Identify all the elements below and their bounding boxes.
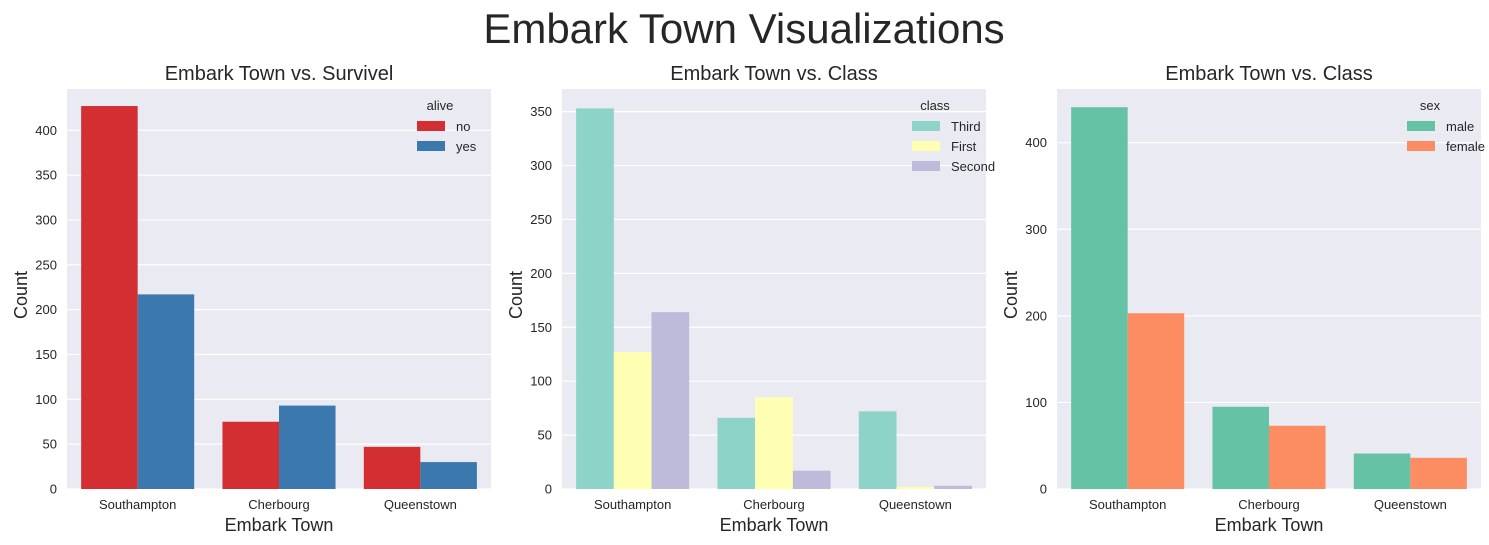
bar-no-cherbourg (222, 421, 279, 489)
y-tick-label: 200 (530, 266, 552, 281)
y-tick-label: 100 (530, 374, 552, 389)
legend-swatch (912, 121, 940, 131)
x-tick-label: Queenstown (879, 497, 952, 512)
x-tick-label: Cherbourg (1238, 497, 1299, 512)
x-tick-label: Queenstown (1374, 497, 1447, 512)
figure-title: Embark Town Visualizations (483, 5, 1004, 52)
y-tick-label: 300 (35, 212, 57, 227)
bar-yes-cherbourg (279, 405, 336, 489)
legend-label: First (951, 139, 977, 154)
y-tick-label: 0 (50, 482, 57, 497)
y-tick-label: 0 (1040, 482, 1047, 497)
y-tick-label: 200 (35, 302, 57, 317)
legend-label: yes (456, 139, 477, 154)
chart-title: Embark Town vs. Class (670, 63, 877, 85)
bar-third-southampton (576, 108, 614, 489)
bar-first-queenstown (896, 486, 935, 489)
x-tick-label: Cherbourg (248, 497, 309, 512)
x-tick-label: Southampton (594, 497, 671, 512)
y-axis-ticks: 0 50 100 150 200 250 300 350 (530, 104, 552, 496)
y-axis-label: Count (506, 271, 526, 319)
y-tick-label: 400 (1025, 135, 1047, 150)
legend-swatch (1407, 121, 1435, 131)
bar-second-cherbourg (792, 470, 831, 489)
legend: class Third First Second (912, 98, 995, 174)
legend-swatch (417, 121, 445, 131)
x-axis-ticks: Southampton Cherbourg Queenstown (1089, 497, 1447, 512)
y-tick-label: 150 (35, 347, 57, 362)
y-tick-label: 50 (43, 437, 57, 452)
bar-female-southampton (1127, 313, 1185, 489)
legend-swatch (912, 141, 940, 151)
legend-swatch (1407, 141, 1435, 151)
legend-label: no (456, 119, 470, 134)
chart-panel-sex: 0 100 200 300 400 Southampton Cherbourg Queens… (1001, 63, 1485, 535)
legend-title: alive (427, 98, 454, 113)
y-tick-label: 0 (545, 482, 552, 497)
x-axis-label: Embark Town (1215, 515, 1324, 535)
y-tick-label: 100 (1025, 395, 1047, 410)
y-tick-label: 350 (35, 168, 57, 183)
legend-label: female (1446, 139, 1485, 154)
legend-label: male (1446, 119, 1474, 134)
bar-first-cherbourg (755, 397, 793, 489)
y-tick-label: 100 (35, 392, 57, 407)
legend: sex male female (1407, 98, 1485, 154)
bars (576, 108, 972, 489)
x-axis-ticks: Southampton Cherbourg Queenstown (594, 497, 952, 512)
bar-third-queenstown (858, 411, 897, 489)
y-tick-label: 200 (1025, 308, 1047, 323)
y-tick-label: 300 (1025, 222, 1047, 237)
bar-no-southampton (81, 106, 138, 490)
y-axis-ticks: 0 100 200 300 400 (1025, 135, 1047, 496)
bars (1071, 107, 1467, 489)
bar-yes-queenstown (420, 462, 477, 489)
bar-no-queenstown (363, 446, 421, 489)
legend-title: sex (1420, 98, 1441, 113)
y-tick-label: 250 (35, 257, 57, 272)
bar-male-queenstown (1353, 453, 1411, 489)
bar-male-cherbourg (1212, 406, 1269, 489)
y-tick-label: 150 (530, 320, 552, 335)
chart-title: Embark Town vs. Survivel (165, 63, 394, 85)
y-axis-label: Count (1001, 271, 1021, 319)
x-axis-ticks: Southampton Cherbourg Queenstown (99, 497, 457, 512)
x-axis-label: Embark Town (720, 515, 829, 535)
y-axis-ticks: 0 50 100 150 200 250 300 350 400 (35, 123, 57, 497)
bar-female-cherbourg (1269, 425, 1326, 489)
x-tick-label: Southampton (99, 497, 176, 512)
bar-third-cherbourg (717, 417, 756, 489)
x-axis-label: Embark Town (225, 515, 334, 535)
y-tick-label: 350 (530, 104, 552, 119)
y-tick-label: 300 (530, 158, 552, 173)
bar-male-southampton (1071, 107, 1128, 489)
x-tick-label: Cherbourg (743, 497, 804, 512)
legend-title: class (920, 98, 950, 113)
y-tick-label: 400 (35, 123, 57, 138)
y-tick-label: 250 (530, 212, 552, 227)
x-tick-label: Southampton (1089, 497, 1166, 512)
bar-second-southampton (651, 312, 690, 489)
legend-swatch (912, 161, 940, 171)
legend: alive no yes (417, 98, 477, 154)
chart-panel-survival: 0 50 100 150 200 250 300 350 400 Southampton Cher… (11, 63, 491, 535)
chart-title: Embark Town vs. Class (1165, 63, 1372, 85)
bar-female-queenstown (1410, 457, 1467, 489)
x-tick-label: Queenstown (384, 497, 457, 512)
bar-first-southampton (613, 352, 652, 489)
y-tick-label: 50 (538, 428, 552, 443)
chart-panel-class: 0 50 100 150 200 250 300 350 Southampton Cherbou… (506, 63, 995, 535)
legend-label: Second (951, 159, 995, 174)
legend-swatch (417, 141, 445, 151)
bar-second-queenstown (934, 485, 972, 489)
y-axis-label: Count (11, 271, 31, 319)
bar-yes-southampton (137, 294, 195, 489)
bars (81, 106, 477, 490)
legend-label: Third (951, 119, 981, 134)
